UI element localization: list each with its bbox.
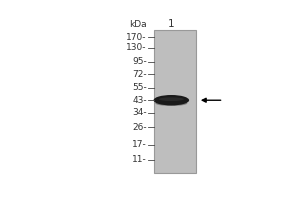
Text: 43-: 43-	[132, 96, 147, 105]
Text: 26-: 26-	[132, 123, 147, 132]
Text: 34-: 34-	[132, 108, 147, 117]
Text: 55-: 55-	[132, 83, 147, 92]
Text: 95-: 95-	[132, 57, 147, 66]
Text: kDa: kDa	[129, 20, 147, 29]
Text: 17-: 17-	[132, 140, 147, 149]
FancyBboxPatch shape	[154, 30, 196, 173]
Text: 1: 1	[168, 19, 175, 29]
Text: 170-: 170-	[126, 33, 147, 42]
Text: 72-: 72-	[132, 70, 147, 79]
Text: 11-: 11-	[132, 155, 147, 164]
Ellipse shape	[154, 95, 189, 105]
Ellipse shape	[155, 101, 187, 106]
Ellipse shape	[159, 97, 184, 101]
Text: 130-: 130-	[126, 43, 147, 52]
